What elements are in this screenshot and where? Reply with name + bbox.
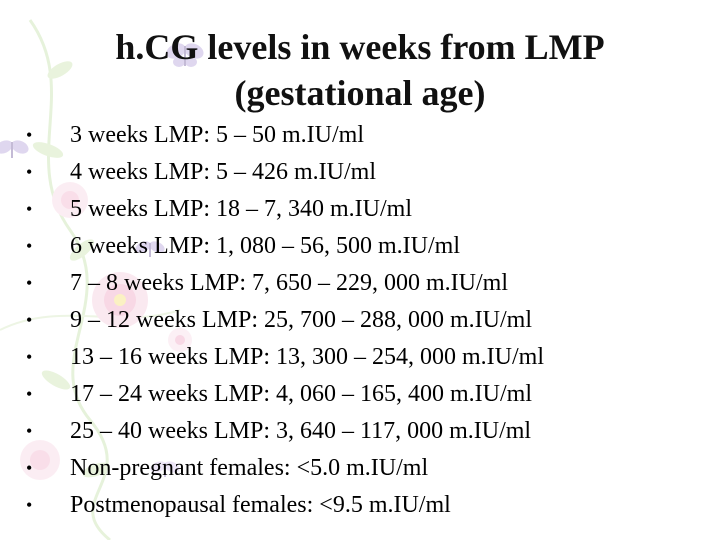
bullet-text: 9 – 12 weeks LMP: 25, 700 – 288, 000 m.I…	[70, 307, 532, 333]
flower-blossom-icon	[20, 182, 192, 480]
bullet-text: Non-pregnant females: <5.0 m.IU/ml	[70, 455, 429, 481]
bullet-text: 25 – 40 weeks LMP: 3, 640 – 117, 000 m.I…	[70, 418, 532, 444]
bullet-glyph: •	[26, 347, 33, 367]
bullet-text: 5 weeks LMP: 18 – 7, 340 m.IU/ml	[70, 196, 412, 222]
bullet-glyph: •	[26, 273, 33, 293]
bullet-item: • 3 weeks LMP: 5 – 50 m.IU/ml	[26, 117, 544, 154]
bullet-glyph: •	[26, 162, 33, 182]
bullet-item: • Postmenopausal females: <9.5 m.IU/ml	[26, 487, 544, 524]
bullet-item: • 6 weeks LMP: 1, 080 – 56, 500 m.IU/ml	[26, 228, 544, 265]
bullet-text: 4 weeks LMP: 5 – 426 m.IU/ml	[70, 159, 376, 185]
bullet-glyph: •	[26, 310, 33, 330]
bullet-item: • 25 – 40 weeks LMP: 3, 640 – 117, 000 m.…	[26, 413, 544, 450]
bullet-glyph: •	[26, 495, 33, 515]
bullet-glyph: •	[26, 199, 33, 219]
bullet-glyph: •	[26, 458, 33, 478]
bullet-list: • 3 weeks LMP: 5 – 50 m.IU/ml • 4 weeks LM…	[26, 117, 544, 524]
bullet-item: • 13 – 16 weeks LMP: 13, 300 – 254, 000 m…	[26, 339, 544, 376]
bullet-text: 7 – 8 weeks LMP: 7, 650 – 229, 000 m.IU/…	[70, 270, 508, 296]
leaf-vine-icon	[32, 61, 110, 478]
butterfly-icon	[0, 43, 204, 477]
bullet-item: • 17 – 24 weeks LMP: 4, 060 – 165, 400 m.…	[26, 376, 544, 413]
bullet-item: • 9 – 12 weeks LMP: 25, 700 – 288, 000 m.…	[26, 302, 544, 339]
bullet-text: 13 – 16 weeks LMP: 13, 300 – 254, 000 m.…	[70, 344, 544, 370]
bullet-item: • 5 weeks LMP: 18 – 7, 340 m.IU/ml	[26, 191, 544, 228]
bullet-text: 6 weeks LMP: 1, 080 – 56, 500 m.IU/ml	[70, 233, 460, 259]
slide-title: h.CG levels in weeks from LMP (gestation…	[115, 27, 605, 113]
bullet-text: 17 – 24 weeks LMP: 4, 060 – 165, 400 m.I…	[70, 381, 532, 407]
bullet-item: • Non-pregnant females: <5.0 m.IU/ml	[26, 450, 544, 487]
bullet-glyph: •	[26, 236, 33, 256]
bullet-item: • 7 – 8 weeks LMP: 7, 650 – 229, 000 m.IU…	[26, 265, 544, 302]
bullet-text: 3 weeks LMP: 5 – 50 m.IU/ml	[70, 122, 364, 148]
bullet-glyph: •	[26, 384, 33, 404]
bullet-item: • 4 weeks LMP: 5 – 426 m.IU/ml	[26, 154, 544, 191]
bullet-text: Postmenopausal females: <9.5 m.IU/ml	[70, 492, 451, 518]
bullet-glyph: •	[26, 125, 33, 145]
bullet-glyph: •	[26, 421, 33, 441]
